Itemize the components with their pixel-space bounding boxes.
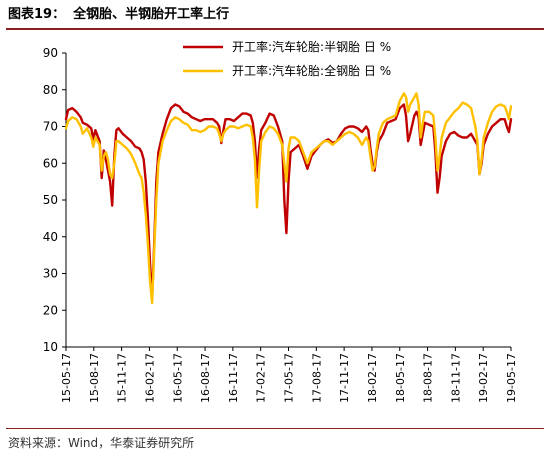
- figure-number: 图表19：: [8, 7, 66, 22]
- source-note: 资料来源：Wind，华泰证券研究所: [8, 436, 195, 450]
- y-tick-label: 30: [43, 267, 58, 281]
- y-tick-label: 40: [43, 230, 58, 244]
- y-tick-label: 20: [43, 303, 58, 317]
- x-tick-label: 17-05-17: [283, 353, 296, 403]
- chart-legend: 开工率:汽车轮胎:半钢胎 日 % 开工率:汽车轮胎:全钢胎 日 %: [183, 39, 391, 78]
- source-divider: [6, 428, 544, 429]
- x-tick-label: 17-08-17: [310, 353, 323, 403]
- x-tick-label: 16-05-17: [171, 353, 184, 403]
- series-line-2: [64, 92, 513, 305]
- x-tick-label: 17-02-17: [255, 353, 268, 403]
- x-tick-label: 15-11-17: [116, 353, 129, 403]
- y-tick-label: 10: [43, 340, 58, 354]
- x-tick-label: 16-02-17: [143, 353, 156, 403]
- legend-label-1: 开工率:汽车轮胎:半钢胎 日 %: [232, 39, 391, 54]
- y-tick-label: 50: [43, 193, 58, 207]
- figure-title-text: 全钢胎、半钢胎开工率上行: [73, 7, 230, 22]
- x-tick-label: 15-05-17: [60, 353, 73, 403]
- x-tick-label: 17-11-17: [338, 353, 351, 403]
- line-chart: 10 20 30 40 50 60 70 80 90 15-05-17 15-08-17 15-11-…: [43, 39, 518, 403]
- y-tick-label: 60: [43, 156, 58, 170]
- x-tick-label: 18-05-17: [394, 353, 407, 403]
- x-tick-label: 15-08-17: [88, 353, 101, 403]
- y-tick-label: 70: [43, 120, 58, 134]
- chart-series: [64, 92, 513, 305]
- x-tick-label: 18-11-17: [449, 353, 462, 403]
- chart-axes: 10 20 30 40 50 60 70 80 90 15-05-17 15-08-17 15-11-…: [43, 46, 518, 403]
- x-tick-label: 18-02-17: [366, 353, 379, 403]
- y-tick-label: 80: [43, 83, 58, 97]
- series-line-1: [64, 103, 513, 301]
- x-tick-label: 19-05-17: [505, 353, 518, 403]
- x-tick-label: 16-08-17: [199, 353, 212, 403]
- legend-label-2: 开工率:汽车轮胎:全钢胎 日 %: [232, 63, 391, 78]
- y-tick-label: 90: [43, 46, 58, 60]
- x-tick-label: 18-08-17: [422, 353, 435, 403]
- x-tick-label: 16-11-17: [227, 353, 240, 403]
- title-divider: [6, 28, 544, 30]
- x-tick-label: 19-02-17: [477, 353, 490, 403]
- figure-title: 图表19： 全钢胎、半钢胎开工率上行: [8, 4, 229, 26]
